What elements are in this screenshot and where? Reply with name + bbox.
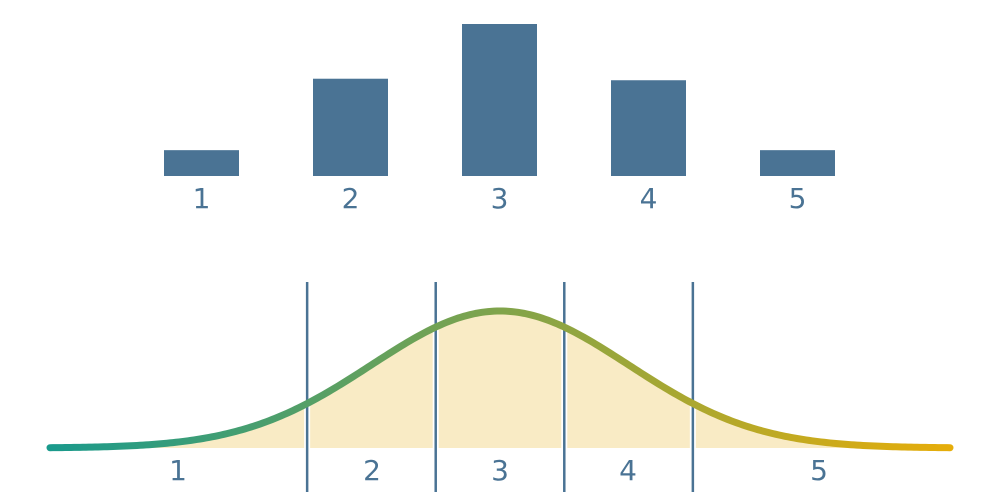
bar-label-2: 2 [342,182,360,215]
bar-label-5: 5 [789,182,807,215]
bar-label-3: 3 [491,182,509,215]
threshold-dividers [304,282,696,492]
bar-2 [313,78,388,176]
distribution-fill-area [50,311,950,448]
bar-1 [164,150,239,176]
bar-5 [760,150,835,176]
bar-3 [462,24,537,176]
bar-label-4: 4 [640,182,658,215]
region-label-3: 3 [491,454,509,487]
region-label-4: 4 [619,454,637,487]
region-label-5: 5 [810,454,828,487]
distribution-chart: 1 2 3 4 5 [46,282,954,492]
bar-label-1: 1 [193,182,211,215]
region-labels: 1 2 3 4 5 [169,454,828,487]
bar-4 [611,80,686,176]
distribution-curve-line [46,307,954,452]
region-label-2: 2 [363,454,381,487]
bar-chart: 1 2 3 4 5 [164,24,835,215]
region-label-1: 1 [169,454,187,487]
